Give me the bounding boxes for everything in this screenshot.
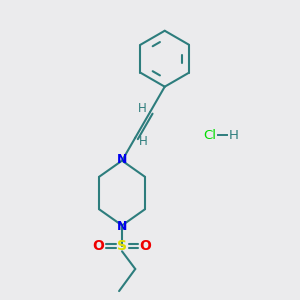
Text: O: O xyxy=(140,239,152,253)
Text: H: H xyxy=(137,102,146,115)
Text: O: O xyxy=(92,239,104,253)
Text: N: N xyxy=(117,220,127,233)
Text: N: N xyxy=(117,153,127,166)
Text: H: H xyxy=(229,129,239,142)
Text: S: S xyxy=(117,239,127,253)
Text: Cl: Cl xyxy=(203,129,216,142)
Text: H: H xyxy=(139,135,148,148)
